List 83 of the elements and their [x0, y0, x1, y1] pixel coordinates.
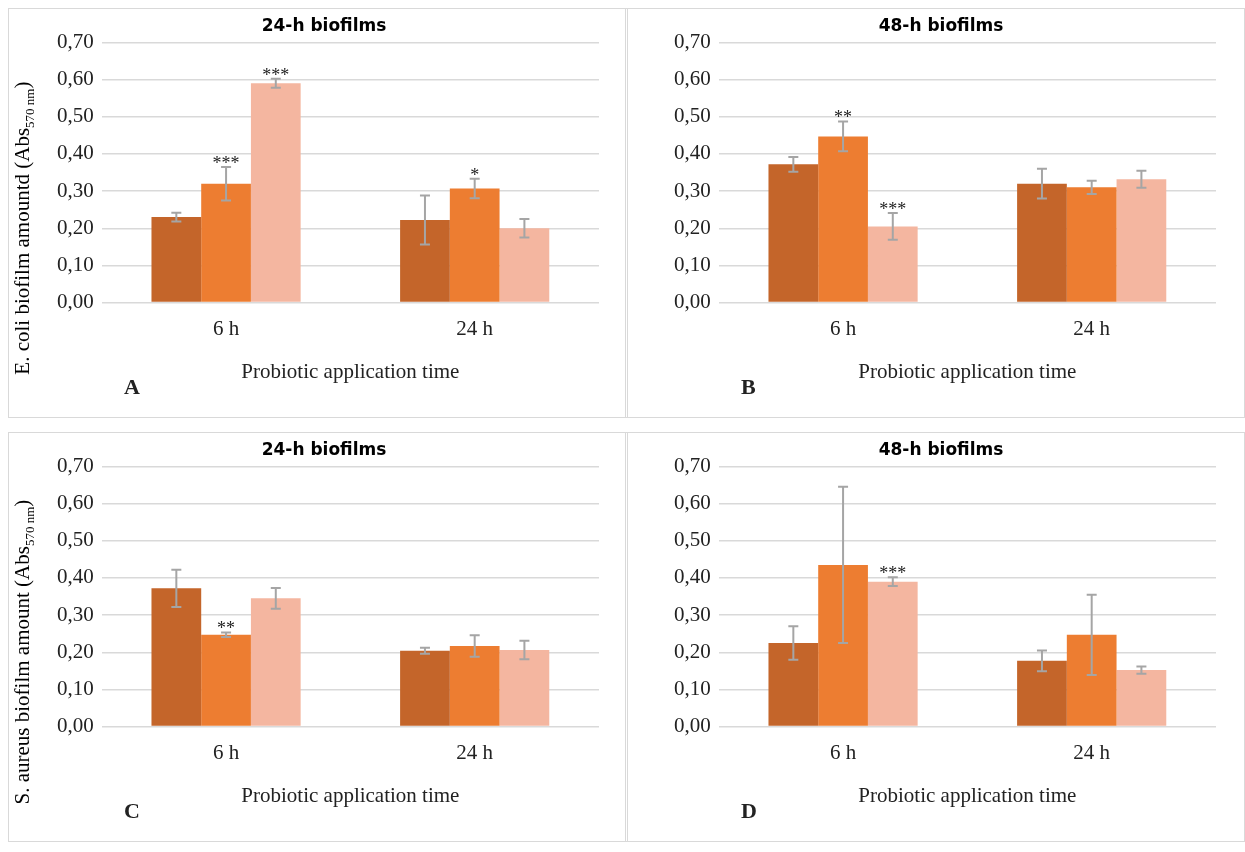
bar	[449, 188, 500, 302]
y-tick-label: 0,50	[674, 527, 711, 552]
text: A	[124, 374, 140, 399]
chart-title: 48-h biofilms	[878, 438, 1004, 459]
y-tick-label: 0,40	[57, 564, 94, 589]
bar	[250, 598, 301, 726]
chart-title: 24-h biofilms	[261, 14, 387, 35]
y-tick-label: 0,70	[57, 28, 94, 53]
y-tick-label: 0,40	[674, 140, 711, 165]
y-tick-label: 0,10	[57, 251, 94, 276]
bar	[1116, 670, 1167, 726]
text: B	[741, 374, 756, 399]
bar	[1116, 179, 1167, 302]
annotation: ***	[879, 198, 907, 219]
annotation: ***	[262, 64, 290, 85]
y-tick-label: 0,30	[674, 601, 711, 626]
x-tick-label: 24 h	[456, 739, 494, 764]
bar	[250, 83, 301, 302]
y-tick-label: 0,10	[674, 251, 711, 276]
bar	[867, 581, 918, 726]
annotation: ***	[212, 152, 240, 173]
bar	[768, 164, 819, 302]
bar	[151, 217, 202, 302]
bar	[151, 588, 202, 726]
y-tick-label: 0,60	[57, 66, 94, 91]
bar	[449, 645, 500, 726]
y-tick-label: 0,60	[57, 490, 94, 515]
x-axis-title: Probiotic application time	[241, 782, 460, 807]
y-tick-label: 0,20	[674, 214, 711, 239]
y-tick-label: 0,00	[57, 289, 94, 314]
y-tick-label: 0,20	[674, 638, 711, 663]
x-tick-label: 6 h	[829, 315, 857, 340]
bar	[201, 634, 251, 726]
bar	[1066, 187, 1117, 302]
bar	[499, 650, 550, 726]
annotation: ***	[879, 562, 907, 583]
x-axis-title: Probiotic application time	[241, 358, 460, 383]
y-tick-label: 0,70	[57, 452, 94, 477]
bar	[400, 220, 450, 302]
y-tick-label: 0,20	[57, 638, 94, 663]
bar	[818, 564, 868, 726]
annotation: **	[217, 618, 236, 639]
y-tick-label: 0,00	[57, 713, 94, 738]
bar	[201, 183, 251, 302]
x-tick-label: 24 h	[1073, 315, 1111, 340]
bar	[1017, 660, 1067, 726]
text: C	[124, 798, 140, 823]
y-tick-label: 0,30	[57, 177, 94, 202]
x-axis-title: Probiotic application time	[858, 782, 1077, 807]
y-tick-label: 0,00	[674, 713, 711, 738]
x-tick-label: 6 h	[829, 739, 857, 764]
bar	[1017, 183, 1067, 302]
annotation: **	[834, 107, 853, 128]
y-tick-label: 0,00	[674, 289, 711, 314]
bar	[818, 136, 868, 302]
y-tick-label: 0,30	[674, 177, 711, 202]
bar	[768, 642, 819, 726]
bar	[400, 650, 450, 726]
bar	[867, 226, 918, 302]
chart-title: 24-h biofilms	[261, 438, 387, 459]
y-tick-label: 0,70	[674, 28, 711, 53]
bar	[499, 228, 550, 302]
y-tick-label: 0,60	[674, 490, 711, 515]
x-tick-label: 24 h	[456, 315, 494, 340]
y-tick-label: 0,30	[57, 601, 94, 626]
y-tick-label: 0,50	[57, 103, 94, 128]
annotation: *	[470, 164, 480, 185]
x-axis-title: Probiotic application time	[858, 358, 1077, 383]
text: D	[741, 798, 757, 823]
y-tick-label: 0,50	[57, 527, 94, 552]
y-tick-label: 0,20	[57, 214, 94, 239]
bar	[1066, 634, 1117, 726]
y-tick-label: 0,50	[674, 103, 711, 128]
x-tick-label: 24 h	[1073, 739, 1111, 764]
y-tick-label: 0,40	[57, 140, 94, 165]
y-tick-label: 0,70	[674, 452, 711, 477]
y-tick-label: 0,60	[674, 66, 711, 91]
y-tick-label: 0,10	[674, 675, 711, 700]
x-tick-label: 6 h	[212, 739, 240, 764]
chart-title: 48-h biofilms	[878, 14, 1004, 35]
x-tick-label: 6 h	[212, 315, 240, 340]
y-tick-label: 0,10	[57, 675, 94, 700]
y-tick-label: 0,40	[674, 564, 711, 589]
